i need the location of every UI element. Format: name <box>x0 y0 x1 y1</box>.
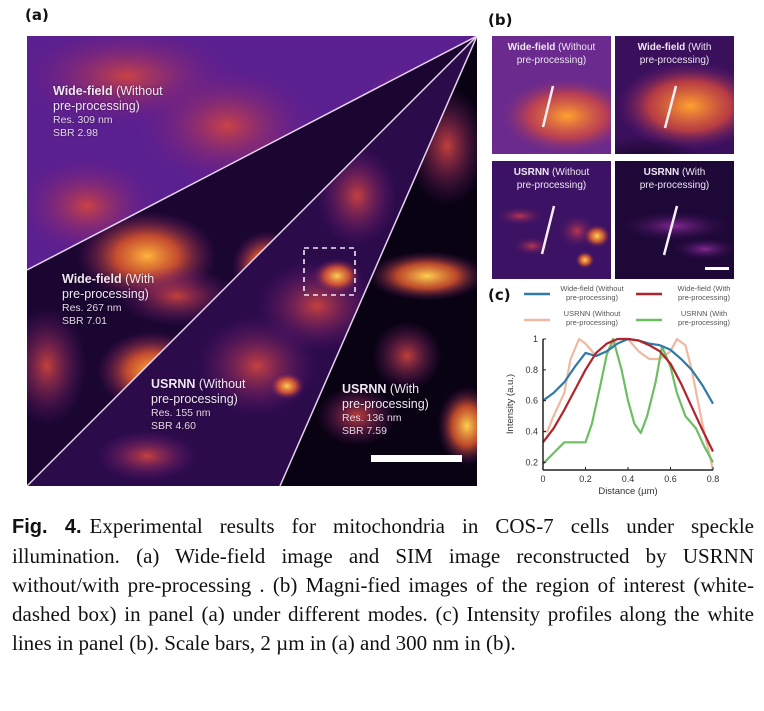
region-sbr: SBR 7.01 <box>62 315 107 327</box>
region-label-usrnn-with: USRNN (With pre-processing) Res. 136 nm … <box>342 382 429 438</box>
legend-label: pre-processing) <box>566 293 619 302</box>
scale-bar-a <box>371 455 462 462</box>
tile-title-bold: Wide-field <box>637 42 686 53</box>
intensity-profile-chart: Wide-field (Without pre-processing) Wide… <box>505 284 731 497</box>
tile-widefield-with: Wide-field (With pre-processing) <box>615 36 734 154</box>
region-label-widefield-with: Wide-field (With pre-processing) Res. 26… <box>62 272 154 328</box>
tile-title-line2: pre-processing) <box>639 54 710 66</box>
x-tick-label: 0.4 <box>622 474 635 484</box>
panel-b-label: (b) <box>488 11 513 29</box>
series-line-1 <box>542 337 714 452</box>
tile-usrnn-without: USRNN (Without pre-processing) <box>492 161 611 279</box>
region-title-bold: USRNN <box>151 377 196 391</box>
x-axis-title: Distance (µm) <box>598 486 657 497</box>
legend-label: pre-processing) <box>566 318 619 327</box>
legend-label: pre-processing) <box>678 318 731 327</box>
tile-widefield-without: Wide-field (Without pre-processing) <box>492 36 611 154</box>
region-title-rest: (Without <box>112 84 163 98</box>
region-resolution: Res. 136 nm <box>342 412 402 424</box>
region-sbr: SBR 4.60 <box>151 420 196 432</box>
tile-image <box>497 76 611 154</box>
x-ticks: 0 0.2 0.4 0.6 0.8 <box>540 467 719 484</box>
tile-title: USRNN (With pre-processing) <box>615 167 734 192</box>
tile-title-rest: (With <box>685 42 712 53</box>
legend-label: Wide-field (Without <box>560 284 624 293</box>
tile-title-rest: (With <box>679 167 706 178</box>
y-tick-label: 0.6 <box>525 396 538 406</box>
caption-text: Experimental results for mitochondria in… <box>12 514 754 655</box>
region-title-bold: USRNN <box>342 382 387 396</box>
region-title-line2: pre-processing) <box>151 392 238 406</box>
legend-item-3: USRNN (With pre-processing) <box>636 309 731 327</box>
region-title-bold: Wide-field <box>62 272 122 286</box>
tile-title-rest: (Without <box>549 167 590 178</box>
tile-title-bold: Wide-field <box>507 42 556 53</box>
panel-c-label: (c) <box>488 286 511 304</box>
legend-label: USRNN (With <box>681 309 727 318</box>
tile-image <box>495 205 611 269</box>
region-title-rest: (With <box>386 382 420 396</box>
x-tick-label: 0.2 <box>579 474 592 484</box>
region-resolution: Res. 267 nm <box>62 302 122 314</box>
chart-legend: Wide-field (Without pre-processing) Wide… <box>524 284 731 327</box>
region-label-widefield-without: Wide-field (Without pre-processing) Res.… <box>53 84 163 140</box>
region-resolution: Res. 309 nm <box>53 114 113 126</box>
tile-title-bold: USRNN <box>643 167 680 178</box>
divider-line <box>27 36 477 271</box>
panel-a-label: (a) <box>25 6 49 24</box>
tile-image <box>615 61 734 154</box>
tile-title-line2: pre-processing) <box>639 179 710 191</box>
tile-title: Wide-field (Without pre-processing) <box>492 42 611 67</box>
divider-line <box>27 36 477 486</box>
region-title-bold: Wide-field <box>53 84 113 98</box>
y-tick-label: 0.4 <box>525 426 538 436</box>
scale-bar-b <box>705 267 729 270</box>
panel-a-image: Wide-field (Without pre-processing) Res.… <box>27 36 477 486</box>
region-sbr: SBR 2.98 <box>53 127 98 139</box>
region-resolution: Res. 155 nm <box>151 407 211 419</box>
tile-usrnn-with: USRNN (With pre-processing) <box>615 161 734 279</box>
region-title-line2: pre-processing) <box>342 397 429 411</box>
series-line-3 <box>542 337 714 465</box>
roi-dashed-box <box>303 247 356 296</box>
divider-line <box>279 36 477 486</box>
legend-item-0: Wide-field (Without pre-processing) <box>524 284 625 302</box>
region-title-rest: (With <box>121 272 155 286</box>
y-tick-label: 0.2 <box>525 457 538 467</box>
tile-title: USRNN (Without pre-processing) <box>492 167 611 192</box>
tile-title-rest: (Without <box>555 42 596 53</box>
y-tick-label: 1 <box>533 334 538 344</box>
region-title-rest: (Without <box>195 377 246 391</box>
tile-title-bold: USRNN <box>513 167 550 178</box>
region-label-usrnn-without: USRNN (Without pre-processing) Res. 155 … <box>151 377 245 433</box>
figure-caption: Fig. 4. Experimental results for mitochon… <box>12 512 754 658</box>
x-tick-label: 0 <box>540 474 545 484</box>
tile-image <box>615 205 734 270</box>
tile-title-line2: pre-processing) <box>516 179 587 191</box>
y-ticks: 0.2 0.4 0.6 0.8 1 <box>525 334 546 467</box>
panel-a-microscopy <box>27 36 477 486</box>
legend-item-2: USRNN (Without pre-processing) <box>524 309 621 327</box>
x-tick-label: 0.6 <box>664 474 677 484</box>
legend-label: pre-processing) <box>678 293 731 302</box>
region-title-line2: pre-processing) <box>62 287 149 301</box>
tile-title-line2: pre-processing) <box>516 54 587 66</box>
legend-label: Wide-field (With <box>678 284 731 293</box>
legend-label: USRNN (Without <box>564 309 622 318</box>
y-tick-label: 0.8 <box>525 365 538 375</box>
region-title-line2: pre-processing) <box>53 99 140 113</box>
legend-item-1: Wide-field (With pre-processing) <box>636 284 731 302</box>
y-axis-title: Intensity (a.u.) <box>505 374 516 434</box>
plot-lines <box>542 337 715 471</box>
caption-label: Fig. 4. <box>12 516 82 538</box>
x-tick-label: 0.8 <box>707 474 720 484</box>
tile-title: Wide-field (With pre-processing) <box>615 42 734 67</box>
region-sbr: SBR 7.59 <box>342 425 387 437</box>
